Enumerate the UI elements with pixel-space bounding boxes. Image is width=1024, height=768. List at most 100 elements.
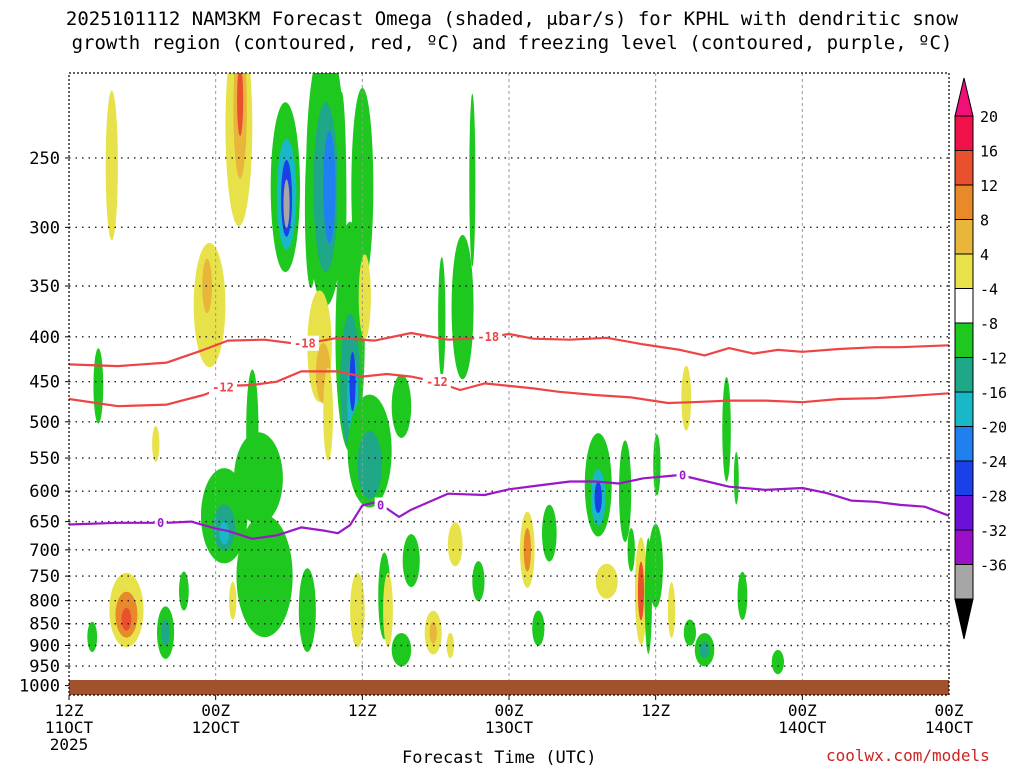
colorbar-label: 12 (980, 177, 998, 195)
omega-cell-68 (637, 561, 645, 621)
omega-cell-11 (202, 258, 212, 314)
omega-cell-40 (357, 430, 382, 499)
colorbar-segment-1 (954, 150, 974, 186)
colorbar-label: 4 (980, 246, 989, 264)
omega-cell-74 (683, 619, 697, 646)
svg-text:-12: -12 (426, 375, 448, 389)
colorbar-segment-0 (954, 115, 974, 151)
contour-label-minus18-b: -18 (474, 329, 503, 345)
omega-cell-48 (402, 534, 420, 588)
x-tick-label-end-date: 14OCT (925, 718, 974, 737)
omega-cell-77 (722, 376, 731, 482)
x-tick-label: 12Z (348, 701, 377, 720)
svg-text:-12: -12 (212, 381, 234, 395)
omega-cell-78 (733, 452, 739, 505)
omega-cell-0 (87, 621, 98, 653)
contour-label-zero-c: 0 (676, 467, 689, 483)
x-tick-label: 12Z (641, 701, 670, 720)
colorbar-segment-6 (954, 322, 974, 358)
colorbar-label: 20 (980, 108, 998, 126)
omega-cell-33 (323, 367, 333, 461)
colorbar-label: 16 (980, 143, 998, 161)
y-tick-label: 350 (29, 277, 60, 297)
omega-cell-64 (595, 563, 618, 599)
x-tick-label: 12OCT (192, 718, 241, 737)
y-tick-label: 400 (29, 328, 60, 348)
ground-surface (69, 680, 949, 695)
colorbar-label: -24 (980, 453, 1007, 471)
omega-cell-2 (105, 90, 118, 241)
omega-cell-47 (391, 632, 412, 667)
omega-cell-21 (246, 369, 259, 490)
omega-cell-5 (121, 607, 132, 631)
omega-cell-18 (237, 73, 244, 136)
omega-cell-54 (451, 234, 474, 380)
colorbar-segment-13 (954, 564, 974, 600)
omega-cell-53 (447, 522, 463, 567)
omega-cell-52 (446, 632, 455, 659)
svg-text:0: 0 (377, 498, 384, 512)
colorbar-segment-4 (954, 253, 974, 289)
colorbar-label: -8 (980, 315, 998, 333)
y-tick-label: 950 (29, 657, 60, 677)
omega-cell-56 (472, 561, 485, 602)
x-tick-label: 11OCT (45, 718, 94, 737)
dgz-contour-minus12 (69, 370, 949, 408)
colorbar-label: -32 (980, 522, 1007, 540)
credit-link[interactable]: coolwx.com/models (826, 746, 990, 765)
omega-cell-76 (699, 641, 710, 659)
omega-cell-63 (594, 481, 602, 514)
x-tick-label: 13OCT (485, 718, 534, 737)
contour-label-minus12-a: -12 (209, 379, 237, 395)
omega-cell-9 (179, 571, 189, 611)
colorbar-segment-11 (954, 495, 974, 531)
y-tick-label: 1000 (19, 677, 60, 697)
chart-title-line2: growth region (contoured, red, ºC) and f… (71, 32, 953, 54)
omega-cell-25 (283, 179, 290, 229)
svg-text:-18: -18 (294, 337, 316, 351)
contour-label-zero-a: 0 (154, 514, 167, 530)
y-tick-label: 300 (29, 218, 60, 238)
colorbar-label: 8 (980, 212, 989, 230)
colorbar-segment-5 (954, 288, 974, 324)
y-tick-label: 250 (29, 149, 60, 169)
colorbar-label: -12 (980, 350, 1007, 368)
freezing-level-contour (69, 473, 949, 540)
omega-cell-80 (771, 649, 785, 675)
svg-text:0: 0 (679, 469, 686, 483)
colorbar-segment-8 (954, 391, 974, 427)
omega-cell-43 (358, 254, 371, 340)
y-tick-label: 500 (29, 413, 60, 433)
colorbar-segment-10 (954, 460, 974, 496)
omega-cell-59 (532, 610, 545, 646)
omega-cell-72 (667, 582, 676, 638)
x-tick-label: 00Z (495, 701, 524, 720)
omega-cell-79 (737, 571, 748, 620)
colorbar-bottom-arrow (954, 598, 974, 640)
omega-cell-60 (542, 504, 557, 562)
y-tick-label: 800 (29, 592, 60, 612)
omega-cell-14 (219, 521, 230, 545)
omega-cell-1 (93, 348, 104, 424)
x-tick-label: 00Z (201, 701, 230, 720)
x-axis-title: Forecast Time (UTC) (402, 748, 597, 768)
svg-text:0: 0 (157, 516, 164, 530)
contour-label-minus12-b: -12 (422, 374, 451, 390)
omega-cell-66 (627, 528, 635, 572)
colorbar-label: -4 (980, 281, 998, 299)
omega-cell-55 (469, 93, 476, 267)
colorbar-segment-2 (954, 184, 974, 220)
omega-cell-38 (349, 352, 356, 412)
omega-cell-30 (323, 130, 336, 244)
colorbar-top-arrow (954, 77, 974, 117)
colorbar-label: -20 (980, 419, 1007, 437)
omega-cell-26 (298, 568, 316, 652)
y-tick-label: 900 (29, 636, 60, 656)
omega-cell-8 (161, 619, 170, 646)
y-tick-label: 750 (29, 567, 60, 587)
colorbar-label: -28 (980, 488, 1007, 506)
y-tick-label: 850 (29, 615, 60, 635)
colorbar-label: -36 (980, 557, 1007, 575)
contour-label-minus18-a: -18 (290, 335, 319, 351)
contour-label-zero-b: 0 (374, 497, 387, 513)
